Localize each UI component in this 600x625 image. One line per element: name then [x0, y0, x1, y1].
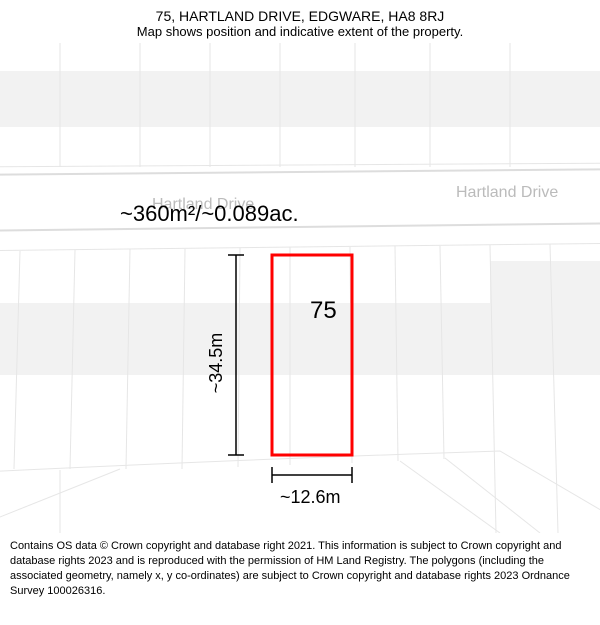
width-dimension: ~12.6m — [272, 467, 352, 507]
page-subtitle: Map shows position and indicative extent… — [20, 24, 580, 39]
area-label: ~360m²/~0.089ac. — [120, 201, 299, 226]
page-title: 75, HARTLAND DRIVE, EDGWARE, HA8 8RJ — [20, 8, 580, 24]
map-container: Hartland Drive Hartland Drive — [0, 43, 600, 533]
road: Hartland Drive Hartland Drive — [0, 169, 600, 231]
top-parcels — [0, 43, 600, 167]
width-label: ~12.6m — [280, 487, 341, 507]
bottom-building-row — [0, 303, 600, 375]
footer-copyright: Contains OS data © Crown copyright and d… — [0, 533, 600, 604]
header: 75, HARTLAND DRIVE, EDGWARE, HA8 8RJ Map… — [0, 0, 600, 43]
right-building — [490, 261, 600, 311]
property-map: Hartland Drive Hartland Drive — [0, 43, 600, 533]
height-label: ~34.5m — [206, 333, 226, 394]
plot-number: 75 — [310, 297, 337, 324]
road-label-right: Hartland Drive — [456, 184, 558, 201]
